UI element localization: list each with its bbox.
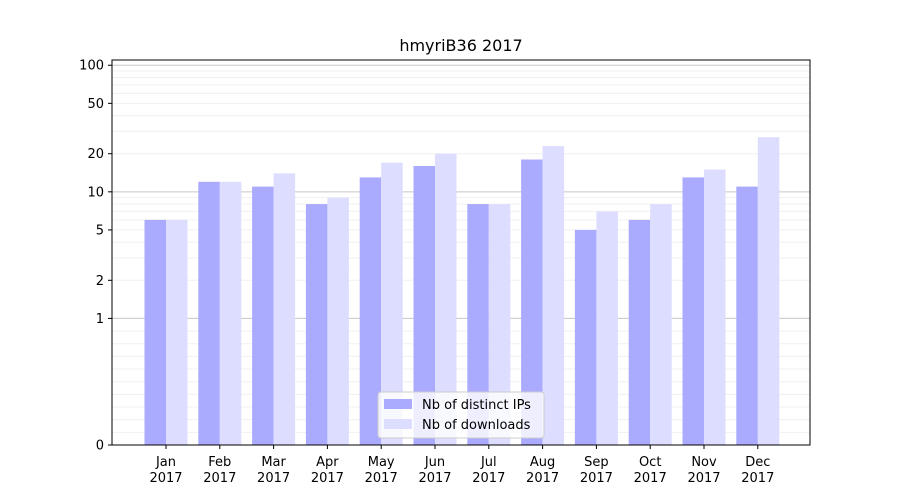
y-tick-label: 10 (87, 185, 104, 200)
bar (704, 169, 726, 445)
bar (305, 204, 328, 445)
x-tick-label-year: 2017 (741, 471, 774, 486)
bar (359, 177, 382, 446)
y-tick-label: 20 (87, 147, 104, 162)
x-tick-label-month: Sep (584, 455, 609, 470)
x-tick-label-year: 2017 (257, 471, 290, 486)
bar (488, 204, 511, 445)
x-tick-label-month: Nov (691, 455, 717, 470)
bar (521, 159, 543, 445)
x-tick-label-month: Jul (480, 455, 497, 470)
bar (327, 197, 349, 445)
bar (467, 204, 489, 445)
plot-frame (111, 59, 811, 446)
y-tick-label: 1 (96, 312, 104, 327)
x-tick-label-year: 2017 (526, 471, 559, 486)
x-tick-label-month: May (368, 455, 395, 470)
bar (596, 211, 618, 445)
x-tick-label-year: 2017 (418, 471, 451, 486)
bar (144, 219, 166, 445)
legend-swatch (384, 399, 412, 409)
x-tick-label-month: Apr (316, 455, 339, 470)
bar (757, 137, 780, 446)
x-tick-label-year: 2017 (203, 471, 236, 486)
x-tick-label-year: 2017 (311, 471, 344, 486)
legend: Nb of distinct IPs Nb of downloads (377, 391, 545, 439)
x-tick-label-year: 2017 (472, 471, 505, 486)
y-tick-label: 100 (79, 59, 104, 74)
y-tick-label: 5 (96, 223, 104, 238)
bar (381, 162, 403, 445)
x-tick-label-month: Mar (261, 455, 286, 470)
bar (574, 229, 597, 445)
bar (435, 153, 457, 446)
bars (144, 137, 780, 446)
x-tick-label-year: 2017 (580, 471, 613, 486)
bar (273, 173, 296, 445)
bar (650, 204, 672, 445)
x-tick-label-month: Jun (424, 455, 445, 470)
y-tick-label: 50 (87, 97, 104, 112)
x-tick-label-year: 2017 (687, 471, 720, 486)
bar (166, 219, 188, 445)
bar (413, 165, 435, 446)
y-tick-label: 0 (96, 439, 104, 454)
x-tick-label-month: Oct (639, 455, 661, 470)
legend-label: Nb of downloads (422, 418, 531, 433)
x-tick-label-month: Jan (155, 455, 176, 470)
x-tick-label-year: 2017 (634, 471, 667, 486)
y-tick-label: 2 (96, 274, 104, 289)
x-tick-label-year: 2017 (365, 471, 398, 486)
bar (682, 177, 704, 446)
legend-swatch (384, 419, 412, 429)
x-tick-label-year: 2017 (149, 471, 182, 486)
bar (542, 146, 565, 445)
bar (252, 186, 274, 446)
bar (736, 186, 758, 446)
legend-label: Nb of distinct IPs (422, 398, 531, 413)
x-tick-label-month: Aug (530, 455, 555, 470)
x-tick-label-month: Feb (208, 455, 231, 470)
x-tick-label-month: Dec (745, 455, 770, 470)
bar (628, 219, 651, 445)
x-axis: Jan2017Feb2017Mar2017Apr2017May2017Jun20… (149, 445, 774, 486)
legend-box (377, 391, 545, 439)
bar (198, 181, 220, 445)
bar (219, 181, 242, 445)
y-axis: 0 1 2 5 10 20 50 100 (79, 59, 112, 454)
chart-title: hmyriB36 2017 (399, 36, 522, 55)
